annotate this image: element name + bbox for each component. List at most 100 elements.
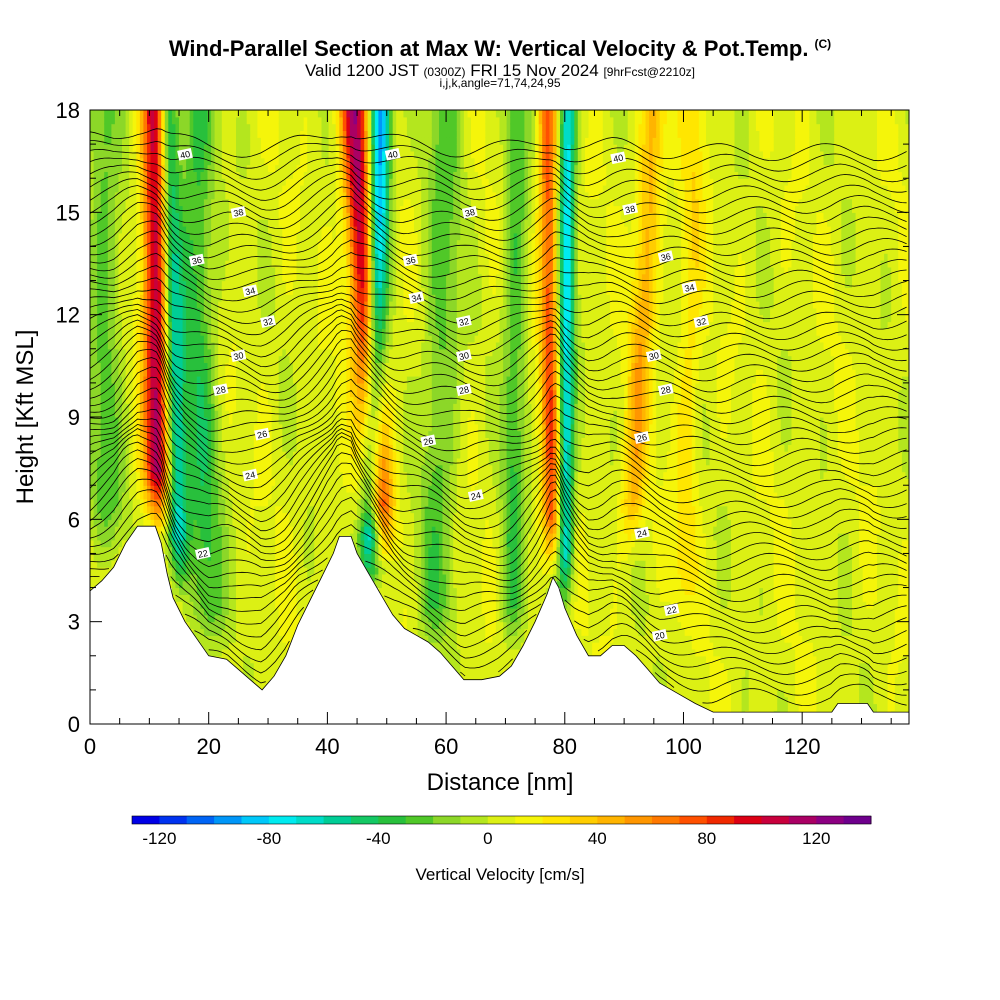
field-cell [104, 533, 109, 541]
field-cell [90, 348, 95, 357]
field-cell [129, 362, 134, 370]
field-cell [147, 464, 152, 473]
field-cell [139, 417, 145, 425]
field-cell [207, 403, 212, 411]
field-cell [139, 185, 145, 193]
field-cell [189, 505, 194, 514]
field-cell [136, 150, 141, 159]
field-cell [136, 178, 141, 186]
field-cell [218, 560, 223, 568]
field-cell [132, 266, 137, 275]
field-cell [111, 314, 116, 323]
field-cell [157, 492, 162, 500]
field-cell [236, 608, 241, 616]
field-cell [104, 205, 109, 213]
field-cell [111, 498, 116, 507]
field-cell [129, 212, 134, 220]
field-cell [90, 369, 95, 377]
field-cell [268, 150, 273, 159]
field-cell [93, 239, 98, 247]
field-cell [250, 601, 255, 609]
field-cell [90, 266, 95, 275]
field-cell [296, 348, 301, 357]
field-cell [250, 423, 255, 432]
field-cell [207, 430, 212, 438]
field-cell [268, 655, 273, 664]
field-cell [317, 471, 323, 479]
field-cell [129, 348, 134, 357]
field-cell [107, 417, 112, 425]
field-cell [260, 212, 266, 220]
field-cell [218, 191, 223, 200]
field-cell [260, 185, 266, 193]
valid-prefix: Valid 1200 JST [305, 61, 419, 80]
field-cell [161, 157, 166, 166]
field-cell [114, 301, 120, 309]
field-cell [104, 150, 109, 159]
field-cell [218, 369, 223, 377]
field-cell [189, 492, 194, 500]
field-cell [168, 348, 173, 357]
field-cell [207, 348, 212, 357]
field-cell [250, 116, 255, 125]
field-cell [278, 471, 283, 479]
field-cell [157, 396, 162, 404]
field-cell [196, 185, 201, 193]
field-cell [143, 150, 148, 159]
field-cell [179, 601, 184, 609]
field-cell [147, 307, 152, 316]
field-cell [139, 362, 145, 370]
field-cell [132, 130, 137, 138]
field-cell [214, 301, 219, 309]
field-cell [154, 464, 159, 473]
field-cell [150, 130, 155, 138]
field-cell [260, 335, 266, 343]
field-cell [114, 198, 120, 207]
field-cell [157, 157, 162, 166]
field-cell [260, 410, 266, 418]
field-cell [136, 362, 141, 370]
field-cell [171, 287, 177, 295]
field-cell [114, 498, 120, 507]
field-cell [150, 307, 155, 316]
field-cell [114, 110, 120, 111]
field-cell [278, 321, 283, 329]
field-cell [296, 157, 301, 166]
field-cell [114, 430, 120, 438]
field-cell [271, 198, 276, 207]
field-cell [132, 110, 137, 118]
field-cell [179, 485, 184, 493]
field-cell [307, 519, 312, 527]
field-cell [289, 116, 294, 125]
field-cell [118, 430, 123, 438]
field-cell [250, 608, 255, 616]
field-cell [90, 137, 95, 145]
field-cell [317, 198, 323, 207]
field-cell [139, 335, 145, 343]
field-cell [125, 239, 130, 247]
field-cell [171, 150, 177, 159]
field-cell [168, 185, 173, 193]
field-cell [203, 492, 209, 500]
field-cell [168, 266, 173, 275]
field-cell [104, 444, 109, 452]
field-cell [111, 342, 116, 350]
field-cell [196, 417, 201, 425]
field-cell [97, 157, 102, 166]
field-cell [100, 294, 105, 302]
field-cell [154, 205, 159, 213]
field-cell [214, 601, 219, 609]
field-cell [232, 389, 237, 398]
field-cell [168, 335, 173, 343]
field-cell [100, 335, 105, 343]
field-cell [161, 212, 166, 220]
field-cell [136, 457, 141, 466]
field-cell [164, 130, 169, 138]
field-cell [243, 226, 248, 234]
field-cell [107, 219, 112, 227]
field-cell [125, 512, 130, 520]
field-cell [136, 116, 141, 125]
field-cell [125, 219, 130, 227]
field-cell [100, 287, 105, 295]
field-cell [303, 110, 308, 111]
